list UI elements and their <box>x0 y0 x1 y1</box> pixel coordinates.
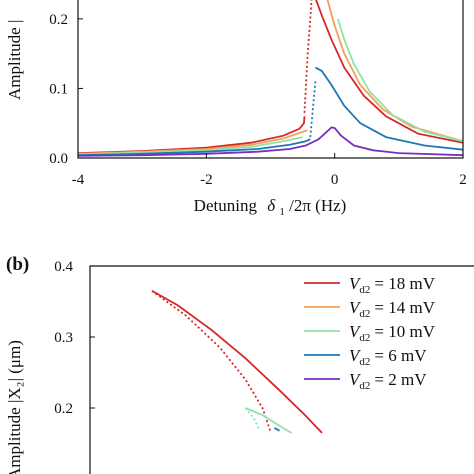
panel-b-series-0-unstable <box>151 290 272 434</box>
panel-a-xtick-label: -2 <box>200 172 213 188</box>
panel-b-series-3-upper <box>273 427 280 432</box>
panel-b-ylabel: Amplitude |X₂| (μm) <box>5 340 24 474</box>
panel-a-xlabel-suffix: /2π (Hz) <box>289 196 346 215</box>
panel-a-curves <box>77 0 464 157</box>
panel-a-xtick-label: 0 <box>331 172 339 188</box>
panel-a-series-2-lower <box>77 136 303 156</box>
panel-a-series-2-upper <box>337 18 464 143</box>
panel-b-series-2-upper <box>245 407 292 434</box>
panel-a: -4 -2 0 2 0.0 0.1 0.2 Amplitude | Detuning δ 1… <box>5 0 467 219</box>
panel-a-xtick-label: -4 <box>72 172 85 188</box>
panel-a-series-3-unstable <box>309 81 317 138</box>
legend-entry: Vd2 = 6 mV <box>349 346 427 368</box>
panel-b-ytick-label: 0.4 <box>54 259 73 275</box>
legend-entry: Vd2 = 2 mV <box>349 370 427 392</box>
panel-b-curves <box>151 290 323 434</box>
panel-a-ylabel: Amplitude | <box>5 20 24 100</box>
panel-a-series-3-lower <box>77 138 311 157</box>
legend-entry: Vd2 = 10 mV <box>349 322 436 344</box>
panel-b-ticks: 0.4 0.3 0.2 <box>54 259 95 417</box>
panel-a-ytick-label: 0.0 <box>49 151 68 167</box>
panel-a-axes-frame <box>77 0 464 159</box>
panel-b: (b) 0.4 0.3 0.2 Amplitude |X₂| (μm) Vd2 = 1… <box>5 254 474 474</box>
panel-a-xlabel: Detuning δ 1 /2π (Hz) <box>194 196 347 219</box>
panel-a-ytick-label: 0.2 <box>49 12 68 28</box>
panel-a-xlabel-var: δ <box>267 196 276 215</box>
panel-a-ticks: -4 -2 0 2 0.0 0.1 0.2 <box>49 12 467 188</box>
panel-a-ytick-label: 0.1 <box>49 81 68 97</box>
panel-a-series-1-upper <box>326 0 464 143</box>
panel-a-series-0-unstable <box>303 0 313 113</box>
panel-a-series-0-upper <box>315 0 464 144</box>
panel-b-ytick-label: 0.3 <box>54 330 73 346</box>
panel-b-label: (b) <box>6 254 29 275</box>
panel-a-xtick-label: 2 <box>459 172 467 188</box>
panel-a-series-4-lower <box>77 126 464 157</box>
panel-a-series-3-upper <box>314 66 464 151</box>
panel-a-xlabel-sub: 1 <box>279 206 285 218</box>
legend-entry: Vd2 = 18 mV <box>349 274 436 296</box>
panel-b-ytick-label: 0.2 <box>54 401 73 417</box>
legend-entry: Vd2 = 14 mV <box>349 298 436 320</box>
panel-a-xlabel-prefix: Detuning <box>194 196 258 215</box>
panel-b-series-0-upper <box>151 290 323 434</box>
panel-b-series-2-unstable <box>244 407 260 430</box>
